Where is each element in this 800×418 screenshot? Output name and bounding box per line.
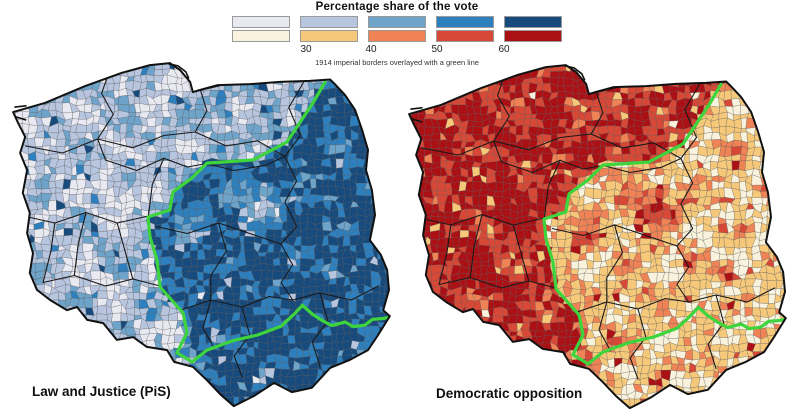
szczecin-lagoon-b xyxy=(15,116,27,121)
vistula-spit xyxy=(592,87,616,94)
imperial-border-green-line xyxy=(146,80,390,364)
vistula-spit xyxy=(196,85,220,92)
legend-swatch xyxy=(232,16,290,28)
legend-swatch xyxy=(232,30,290,42)
pis-map-title: Law and Justice (PiS) xyxy=(32,384,171,399)
legend-swatch xyxy=(504,30,562,42)
legend-tick: 50 xyxy=(431,44,443,55)
legend-swatch xyxy=(300,30,358,42)
coastal-features xyxy=(410,65,616,123)
legend-ticks: 30 40 50 60 xyxy=(232,44,562,56)
legend-row-red xyxy=(232,30,562,42)
country-outline xyxy=(408,64,787,410)
pis-map-canvas xyxy=(12,62,391,408)
country-outline xyxy=(12,62,391,408)
legend-swatch xyxy=(300,16,358,28)
opposition-map-canvas xyxy=(408,64,787,410)
szczecin-lagoon-a xyxy=(14,105,27,108)
legend-swatch xyxy=(504,16,562,28)
legend-row-blue xyxy=(232,16,562,28)
province-borders xyxy=(23,70,380,378)
municipality-mosaic xyxy=(13,63,390,407)
imperial-border-green-line xyxy=(542,82,786,366)
legend-swatch xyxy=(436,16,494,28)
legend-swatch xyxy=(368,16,426,28)
legend-title: Percentage share of the vote xyxy=(315,1,479,13)
legend-caption: 1914 imperial borders overlayed with a g… xyxy=(315,58,479,67)
szczecin-lagoon-b xyxy=(411,118,423,123)
legend-swatch xyxy=(368,30,426,42)
municipality-mosaic xyxy=(409,65,786,409)
legend-swatch xyxy=(436,30,494,42)
hel-peninsula xyxy=(167,63,190,79)
province-borders xyxy=(419,72,776,380)
legend-tick: 30 xyxy=(300,44,312,55)
hel-peninsula xyxy=(563,65,586,81)
coastal-features xyxy=(14,63,220,121)
szczecin-lagoon-a xyxy=(410,107,423,110)
legend-tick: 40 xyxy=(365,44,377,55)
legend-tick: 60 xyxy=(498,44,510,55)
opposition-map-title: Democratic opposition xyxy=(436,386,583,401)
legend: Percentage share of the vote 30 40 50 60… xyxy=(232,1,562,67)
